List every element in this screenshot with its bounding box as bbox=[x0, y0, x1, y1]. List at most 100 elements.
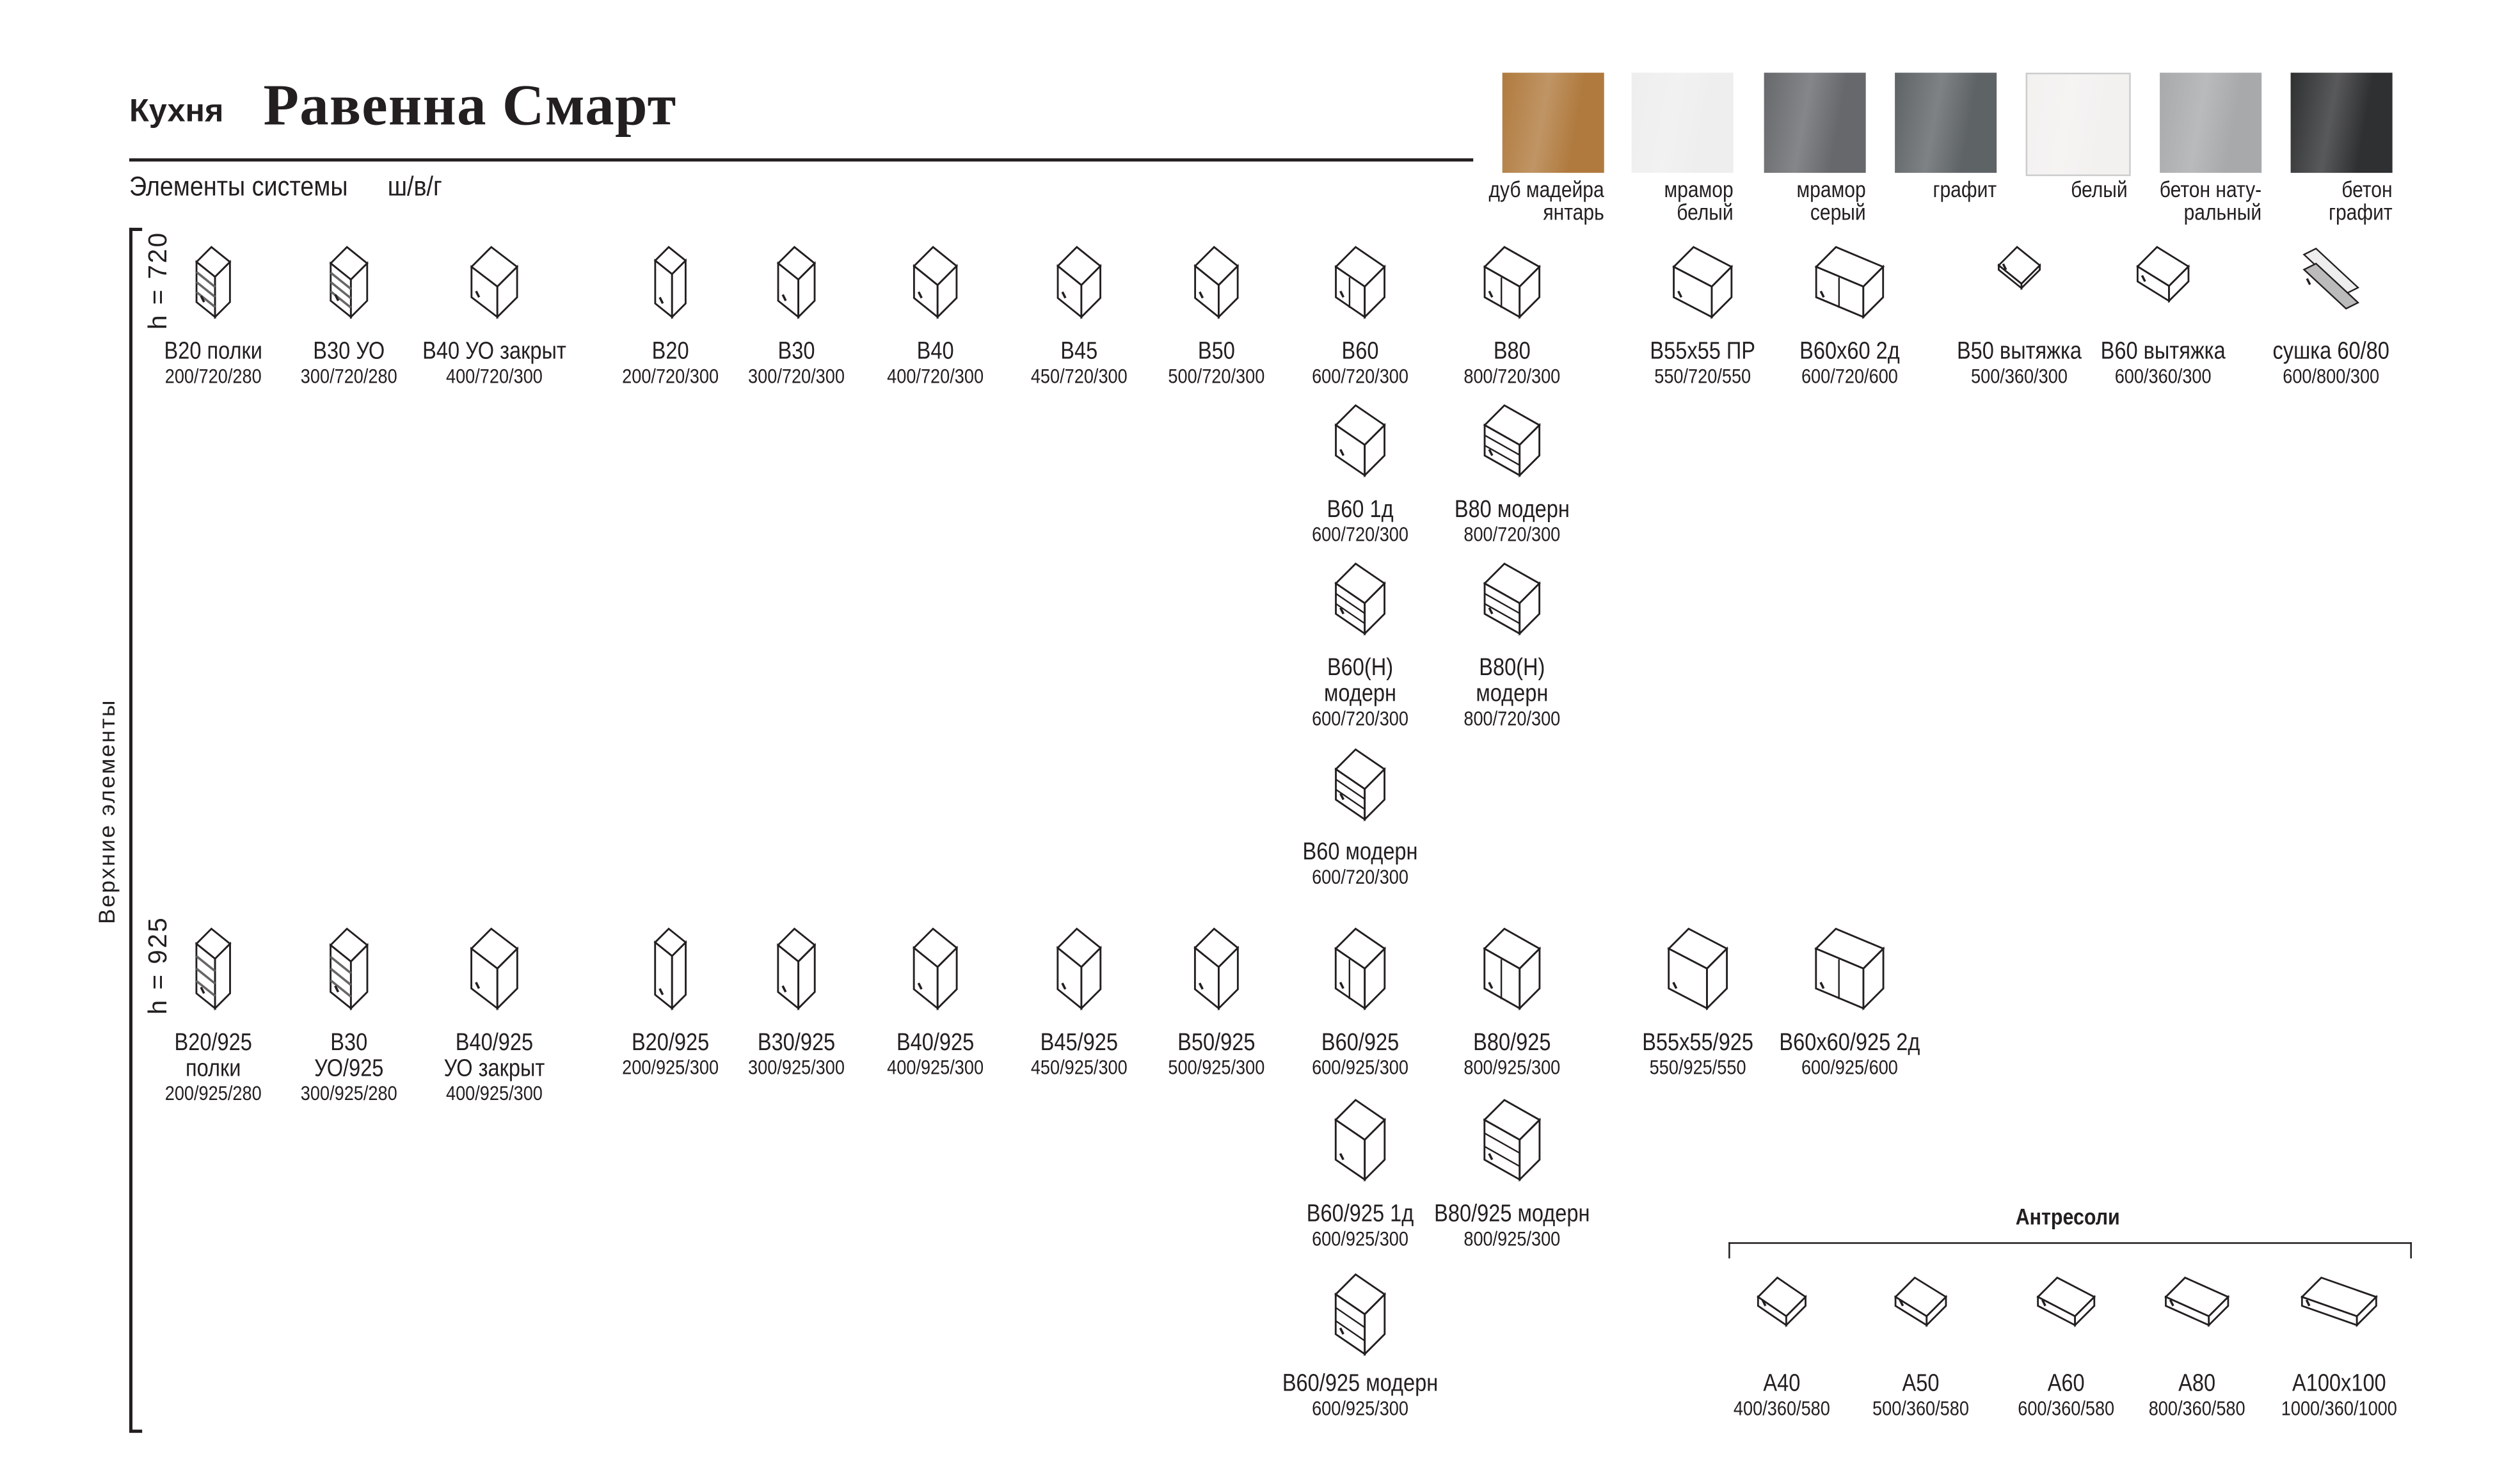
item-dimensions: 800/360/580 bbox=[2148, 1397, 2245, 1420]
item-name: В45 bbox=[1060, 337, 1098, 365]
item-caption: В60(Н) модерн 600/720/300 bbox=[1263, 654, 1457, 732]
drawer-cabinet-icon bbox=[1263, 748, 1457, 825]
item-name: В40 УО закрыт bbox=[422, 337, 566, 365]
cabinet-icon bbox=[397, 246, 591, 323]
item-name: В60х60/925 2д bbox=[1779, 1029, 1920, 1056]
item-name: В60х60 2д bbox=[1799, 337, 1900, 365]
item-caption: В80 800/720/300 bbox=[1415, 339, 1609, 389]
item-name: В80 модерн bbox=[1454, 495, 1570, 523]
item-caption: А60 600/360/580 bbox=[1969, 1371, 2163, 1421]
double-door-cabinet-icon bbox=[1263, 927, 1457, 1014]
item-caption: В30 УО 300/720/280 bbox=[252, 339, 446, 389]
item-caption: В50 500/720/300 bbox=[1119, 339, 1313, 389]
cabinet-icon bbox=[397, 927, 591, 1014]
item-caption: В80/925 модерн 800/925/300 bbox=[1415, 1201, 1609, 1252]
swatch-label-line: дуб мадейра bbox=[1488, 176, 1604, 202]
item-name: В60/925 1д bbox=[1306, 1200, 1414, 1228]
item-name: В30/925 bbox=[757, 1029, 836, 1056]
item-name: В60(Н) bbox=[1327, 654, 1394, 682]
item-name: В60/925 bbox=[1321, 1029, 1400, 1056]
item-caption: В45 450/720/300 bbox=[982, 339, 1176, 389]
item-dimensions: 600/925/300 bbox=[1312, 1056, 1408, 1080]
item-dimensions: 600/925/600 bbox=[1801, 1056, 1898, 1080]
swatch bbox=[1764, 72, 1866, 173]
item-caption: В50 вытяжка 500/360/300 bbox=[1922, 339, 2116, 389]
item-name: УО закрыт bbox=[443, 1055, 545, 1083]
swatch bbox=[2025, 72, 2131, 177]
swatch-label: графит bbox=[1873, 176, 1997, 202]
swatch-label-line: мрамор bbox=[1796, 176, 1866, 202]
hood-cabinet-icon bbox=[2066, 246, 2260, 307]
item-dimensions: 500/720/300 bbox=[1168, 365, 1265, 388]
swatch-label-line: мрамор bbox=[1664, 176, 1734, 202]
item-name: В60 1д bbox=[1327, 495, 1394, 523]
item-dimensions: 200/720/280 bbox=[164, 365, 262, 388]
item-name: В60/925 модерн bbox=[1282, 1369, 1439, 1398]
item-name: В55х55/925 bbox=[1642, 1029, 1754, 1056]
item-dimensions: 400/360/580 bbox=[1733, 1397, 1830, 1420]
section-label: Верхние элементы bbox=[93, 699, 120, 924]
item-name: В80 bbox=[1493, 337, 1531, 365]
item-caption: В60/925 1д 600/925/300 bbox=[1263, 1200, 1457, 1252]
mezzanine-icon bbox=[1685, 1276, 1879, 1331]
item-dimensions: 400/720/300 bbox=[445, 365, 543, 388]
item-name: В20 полки bbox=[164, 337, 262, 365]
cabinet-icon bbox=[699, 927, 893, 1014]
item-caption: В30 УО/925 300/925/280 bbox=[252, 1030, 446, 1107]
swatch-label-line: ральный bbox=[2183, 198, 2262, 224]
item-name: В20/925 bbox=[174, 1029, 252, 1056]
item-name: В40/925 bbox=[455, 1029, 534, 1056]
item-name: В80/925 bbox=[1473, 1029, 1551, 1056]
item-name: модерн bbox=[1476, 680, 1549, 708]
item-dimensions: 600/720/300 bbox=[1312, 523, 1408, 546]
item-caption: А100х100 1000/360/1000 bbox=[2242, 1371, 2436, 1421]
section-bracket bbox=[129, 227, 132, 1431]
subtitle: Элементы системы ш/в/г bbox=[129, 171, 442, 203]
antresoli-title: Антресоли bbox=[2015, 1203, 2120, 1230]
item-caption: А40 400/360/580 bbox=[1685, 1371, 1879, 1421]
item-dimensions: 300/720/280 bbox=[300, 365, 397, 388]
item-dimensions: 550/720/550 bbox=[1654, 365, 1751, 388]
mezzanine-icon bbox=[2100, 1276, 2294, 1331]
swatch-label-line: янтарь bbox=[1543, 198, 1604, 224]
drawer-cabinet-icon bbox=[1415, 404, 1609, 481]
item-name: В55х55 ПР bbox=[1650, 337, 1756, 365]
item-caption: В30 300/720/300 bbox=[699, 339, 893, 389]
l-corner-cabinet-icon bbox=[1753, 927, 1947, 1014]
item-dimensions: 450/925/300 bbox=[1030, 1056, 1128, 1080]
item-name: В60 вытяжка bbox=[2100, 337, 2226, 365]
cabinet-icon bbox=[699, 246, 893, 323]
item-name: А80 bbox=[2178, 1369, 2216, 1398]
item-dimensions: 600/925/300 bbox=[1312, 1227, 1408, 1250]
cabinet-icon bbox=[838, 927, 1032, 1014]
swatch bbox=[1502, 72, 1604, 173]
item-dimensions: 800/925/300 bbox=[1463, 1227, 1561, 1250]
item-caption: В40 400/720/300 bbox=[838, 339, 1032, 389]
shelf-cabinet-icon bbox=[116, 246, 310, 323]
item-name: В30 УО bbox=[313, 337, 385, 365]
hood-cabinet-icon bbox=[1922, 246, 2116, 294]
cabinet-icon bbox=[982, 246, 1176, 323]
swatch bbox=[1631, 72, 1734, 173]
bracket-bottom bbox=[129, 1430, 143, 1432]
dish-dryer-icon bbox=[2234, 246, 2428, 310]
item-caption: В40/925 400/925/300 bbox=[838, 1030, 1032, 1081]
title-divider bbox=[129, 158, 1474, 162]
item-caption: В20 200/720/300 bbox=[573, 339, 767, 389]
cabinet-icon bbox=[982, 927, 1176, 1014]
item-dimensions: 800/925/300 bbox=[1463, 1056, 1561, 1080]
drawer-cabinet-icon bbox=[1263, 1273, 1457, 1360]
antresoli-bracket bbox=[1728, 1242, 2412, 1259]
item-dimensions: 300/720/300 bbox=[748, 365, 845, 388]
item-caption: В55х55/925 550/925/550 bbox=[1601, 1029, 1795, 1081]
swatch-label: белый bbox=[2004, 178, 2127, 201]
item-caption: В60/925 модерн 600/925/300 bbox=[1263, 1371, 1457, 1421]
swatch-label-line: графит bbox=[2328, 198, 2393, 224]
cabinet-icon bbox=[1119, 246, 1313, 323]
drawer-cabinet-icon bbox=[1263, 562, 1457, 639]
item-name: В20/925 bbox=[631, 1029, 710, 1056]
item-name: А100х100 bbox=[2292, 1369, 2386, 1398]
item-dimensions: 800/720/300 bbox=[1463, 365, 1561, 388]
swatch-label-line: графит bbox=[1933, 176, 1997, 202]
